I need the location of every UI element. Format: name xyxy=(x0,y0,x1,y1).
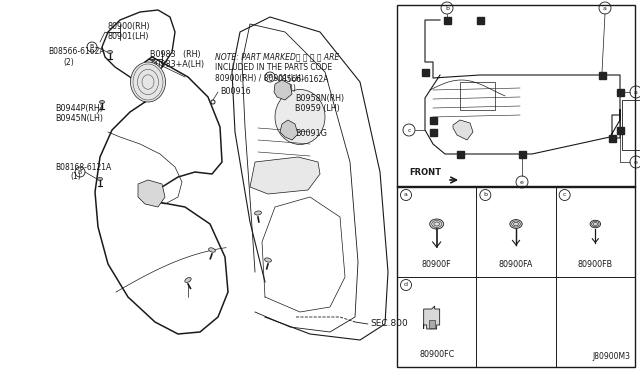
Text: a: a xyxy=(634,90,638,94)
Text: 80900F: 80900F xyxy=(422,260,451,269)
Ellipse shape xyxy=(275,90,325,144)
Text: b: b xyxy=(445,6,449,10)
Text: (1): (1) xyxy=(70,173,81,182)
Bar xyxy=(456,151,463,157)
Bar xyxy=(397,5,635,367)
Ellipse shape xyxy=(264,258,271,262)
Bar xyxy=(622,100,640,150)
Text: d: d xyxy=(404,282,408,288)
Bar xyxy=(422,68,429,76)
Text: NOTE: PART MARKEDⓐ ⓑ ⓒ ⓓ ARE: NOTE: PART MARKEDⓐ ⓑ ⓒ ⓓ ARE xyxy=(215,52,339,61)
Text: 80900FC: 80900FC xyxy=(419,350,454,359)
Text: 80900(RH): 80900(RH) xyxy=(108,22,150,32)
Text: B0945N(LH): B0945N(LH) xyxy=(55,115,103,124)
Text: B0091G: B0091G xyxy=(295,129,327,138)
Text: e: e xyxy=(634,160,638,164)
Text: B: B xyxy=(268,74,272,80)
Ellipse shape xyxy=(97,177,102,180)
Ellipse shape xyxy=(255,211,262,215)
Text: SEC.800: SEC.800 xyxy=(370,318,408,327)
Bar xyxy=(598,71,605,78)
Text: 80900(RH) / 80901(LH): 80900(RH) / 80901(LH) xyxy=(215,74,304,83)
Ellipse shape xyxy=(510,219,522,228)
Text: b: b xyxy=(483,192,487,198)
Ellipse shape xyxy=(429,219,444,229)
Text: B00916: B00916 xyxy=(220,87,251,96)
Bar xyxy=(460,82,495,110)
Bar xyxy=(616,89,623,96)
Polygon shape xyxy=(274,80,292,100)
Bar xyxy=(429,320,435,328)
Bar xyxy=(429,128,436,135)
Bar xyxy=(429,116,436,124)
Text: B: B xyxy=(78,170,82,174)
Text: 80900FA: 80900FA xyxy=(499,260,533,269)
Text: B0983   (RH): B0983 (RH) xyxy=(150,49,200,58)
Text: FRONT: FRONT xyxy=(409,168,441,177)
Text: (3): (3) xyxy=(285,84,296,93)
Bar xyxy=(616,126,623,134)
Ellipse shape xyxy=(108,51,113,54)
Text: a: a xyxy=(603,6,607,10)
Text: 08566-6162A: 08566-6162A xyxy=(277,74,328,83)
Bar xyxy=(477,16,483,23)
Polygon shape xyxy=(424,306,440,329)
Ellipse shape xyxy=(99,100,104,103)
Ellipse shape xyxy=(209,248,215,252)
Text: c: c xyxy=(563,192,566,198)
Text: B0944P(RH): B0944P(RH) xyxy=(55,105,103,113)
Text: (2): (2) xyxy=(63,58,74,67)
Text: J80900M3: J80900M3 xyxy=(592,352,630,361)
Polygon shape xyxy=(250,157,320,194)
Text: B0958N(RH): B0958N(RH) xyxy=(295,94,344,103)
Bar xyxy=(609,135,616,141)
Ellipse shape xyxy=(185,278,191,282)
Text: a: a xyxy=(404,192,408,198)
Text: B08566-6162A: B08566-6162A xyxy=(48,48,104,57)
Text: B0959 (LH): B0959 (LH) xyxy=(295,105,340,113)
Text: B: B xyxy=(90,45,94,49)
Polygon shape xyxy=(138,180,165,207)
Bar xyxy=(397,186,635,187)
Text: INCLUDED IN THE PARTS CODE: INCLUDED IN THE PARTS CODE xyxy=(215,64,332,73)
Text: 80900FB: 80900FB xyxy=(578,260,613,269)
Ellipse shape xyxy=(131,62,166,102)
Polygon shape xyxy=(453,120,473,140)
Text: c: c xyxy=(407,128,411,132)
Text: B08168-6121A: B08168-6121A xyxy=(55,163,111,171)
Polygon shape xyxy=(280,120,298,140)
Text: e: e xyxy=(520,180,524,185)
Text: 80901(LH): 80901(LH) xyxy=(108,32,150,42)
Text: B0983+A(LH): B0983+A(LH) xyxy=(150,60,204,68)
Bar xyxy=(518,151,525,157)
Ellipse shape xyxy=(590,220,600,228)
Bar xyxy=(444,16,451,23)
